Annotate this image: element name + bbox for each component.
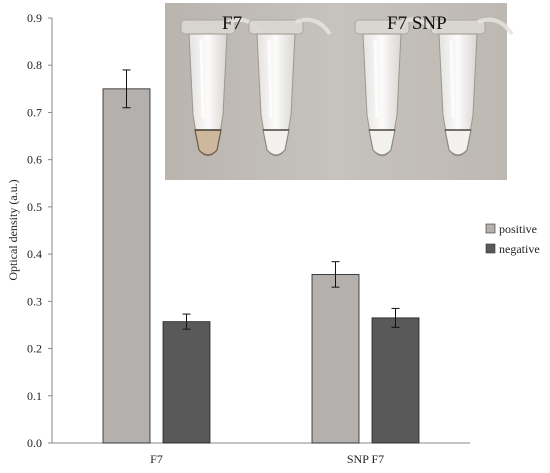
y-axis-ticks: 0.0 0.1 0.2 0.3 0.4 0.5 0.6 0.7 0.8 0.9 (27, 11, 52, 450)
error-bar-negative-snp-f7 (391, 307, 400, 328)
x-category-label-f7: F7 (150, 452, 163, 466)
bar-positive-snp-f7 (311, 274, 360, 444)
y-tick-label: 0.9 (27, 11, 42, 25)
tube-4 (430, 17, 514, 157)
bar-positive-f7 (102, 88, 151, 444)
y-tick-label: 0.2 (27, 342, 42, 356)
legend-swatch-negative (485, 243, 496, 254)
tube-3 (354, 17, 438, 157)
legend-label-positive: positive (499, 222, 537, 236)
photo-label-f7-snp: F7 SNP (387, 13, 447, 34)
legend-item-positive: positive (485, 222, 537, 236)
tube-2 (248, 17, 332, 157)
inset-photo: F7 F7 SNP (165, 3, 514, 180)
x-category-label-snp-f7: SNP F7 (347, 452, 384, 466)
y-tick-label: 0.8 (27, 58, 42, 72)
y-tick-label: 0.5 (27, 200, 42, 214)
y-tick-label: 0.3 (27, 294, 42, 308)
photo-label-f7: F7 (222, 13, 242, 34)
bar-negative-snp-f7 (371, 317, 420, 444)
y-tick-label: 0.0 (27, 436, 42, 450)
legend: positive negative (485, 222, 540, 256)
y-tick-label: 0.7 (27, 105, 42, 119)
bar-negative-f7 (162, 321, 211, 444)
category-labels: F7 SNP F7 (150, 452, 384, 466)
bars-group (102, 69, 420, 444)
y-tick-label: 0.1 (27, 389, 42, 403)
y-axis: 0.0 0.1 0.2 0.3 0.4 0.5 0.6 0.7 0.8 0.9 (27, 11, 53, 450)
y-tick-label: 0.4 (27, 247, 42, 261)
legend-swatch-positive (485, 223, 496, 234)
y-axis-title: Optical density (a.u.) (6, 179, 20, 280)
error-bar-positive-snp-f7 (331, 261, 340, 288)
tube-1 (180, 17, 264, 157)
legend-item-negative: negative (485, 242, 540, 256)
y-tick-label: 0.6 (27, 153, 42, 167)
error-bar-negative-f7 (182, 313, 191, 330)
tubes-group (180, 17, 514, 157)
legend-label-negative: negative (499, 242, 540, 256)
error-bar-positive-f7 (122, 69, 131, 109)
